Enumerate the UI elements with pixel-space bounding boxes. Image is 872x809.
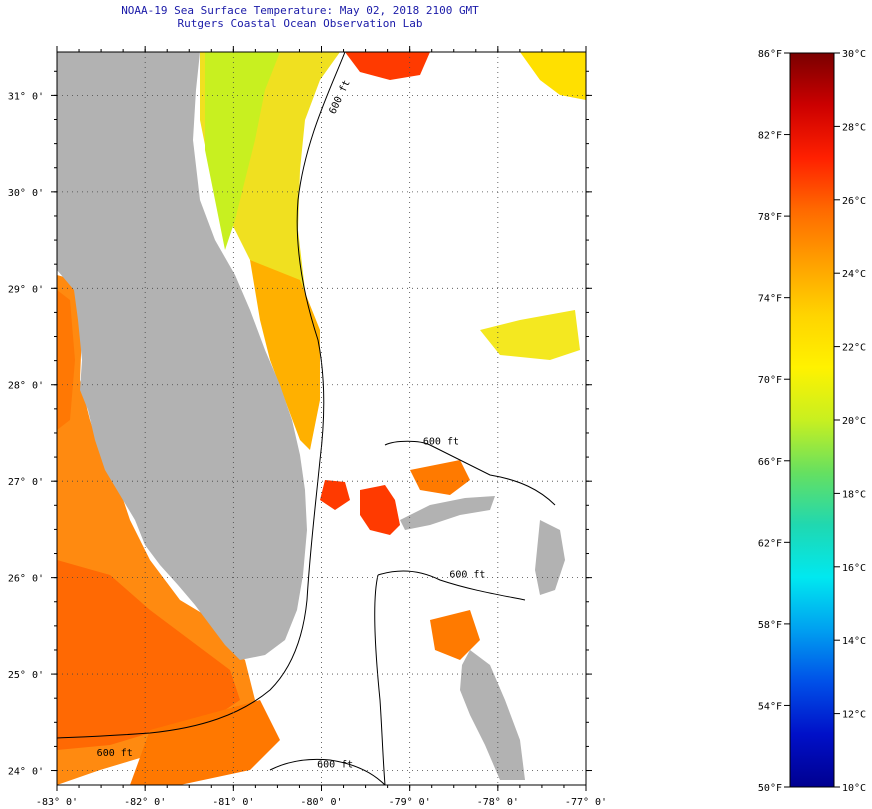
contour-label-1: 600 ft (423, 437, 459, 448)
colorbar-f-label-5: 66°F (758, 457, 782, 468)
colorbar-c-label-2: 26°C (842, 196, 866, 207)
contour-label-4: 600 ft (317, 760, 353, 771)
contour-bahamas-north (384, 440, 556, 506)
colorbar-c-label-8: 14°C (842, 636, 866, 647)
sst-gulf-hot-water (57, 560, 240, 750)
colorbar-f-label-1: 82°F (758, 131, 782, 142)
contour-bahamas-south (374, 570, 526, 785)
contour-600ft (57, 52, 556, 785)
contour-label-2: 600 ft (449, 570, 485, 581)
sst-south-orange-patch (430, 610, 480, 660)
bahamas-abaco (535, 520, 565, 595)
chart-subtitle: Rutgers Coastal Ocean Observation Lab (177, 17, 423, 30)
contour-label-3: 600 ft (97, 748, 133, 759)
chart-title: NOAA-19 Sea Surface Temperature: May 02,… (121, 4, 479, 17)
colorbar (789, 52, 835, 788)
sst-mid-orange-patch (410, 460, 470, 495)
sst-shelf-mid-water (250, 260, 320, 450)
colorbar-f-label-7: 58°F (758, 620, 782, 631)
sst-northeast-yellow-patch (520, 52, 586, 100)
colorbar-c-label-6: 18°C (842, 489, 866, 500)
sst-gulf-warm-patch (57, 290, 75, 430)
longitude-axis-labels: -83° 0' -82° 0' -81° 0' -80° 0' -79° 0' -78° … (36, 797, 607, 808)
contour-cuba-shelf (269, 758, 386, 785)
colorbar-f-label-2: 78°F (758, 212, 782, 223)
lat-label-1: 30° 0' (8, 188, 44, 199)
colorbar-c-label-9: 12°C (842, 710, 866, 721)
lon-label-2: -81° 0' (212, 797, 254, 808)
lat-label-2: 29° 0' (8, 284, 44, 295)
colorbar-f-label-9: 50°F (758, 783, 782, 794)
colorbar-fahrenheit-labels: 86°F 82°F 78°F 74°F 70°F 66°F 62°F 58°F 54°F 50°F (758, 49, 790, 794)
colorbar-f-label-6: 62°F (758, 538, 782, 549)
sst-north-hot-patch (345, 52, 430, 80)
colorbar-c-label-0: 30°C (842, 49, 866, 60)
sst-keys-warm-patch (130, 700, 280, 785)
sst-gulfstream-patch (320, 480, 350, 510)
colorbar-c-label-5: 20°C (842, 416, 866, 427)
colorbar-celsius-labels: 30°C 28°C 26°C 24°C 22°C 20°C 18°C 16°C 14°C 12°C… (834, 49, 866, 794)
colorbar-c-label-1: 28°C (842, 122, 866, 133)
sst-east-yellow-patch (480, 310, 580, 360)
sst-shelf-cold-band (205, 52, 280, 250)
sst-bahamas-hot-patch (360, 485, 400, 535)
lat-label-6: 25° 0' (8, 670, 44, 681)
lon-label-5: -78° 0' (477, 797, 519, 808)
lat-label-7: 24° 0' (8, 767, 44, 778)
lon-label-3: -80° 0' (300, 797, 342, 808)
chart-title-block: NOAA-19 Sea Surface Temperature: May 02,… (0, 4, 600, 30)
contour-east-florida (57, 52, 346, 739)
colorbar-c-label-7: 16°C (842, 563, 866, 574)
plot-frame (56, 51, 587, 786)
latitude-axis-labels: 31° 0' 30° 0' 29° 0' 28° 0' 27° 0' 26° 0' 25° … (8, 91, 44, 777)
colorbar-c-label-4: 22°C (842, 343, 866, 354)
colorbar-f-label-4: 70°F (758, 375, 782, 386)
bahamas-andros (460, 650, 525, 780)
lon-label-4: -79° 0' (389, 797, 431, 808)
lat-label-3: 28° 0' (8, 381, 44, 392)
lon-label-6: -77° 0' (565, 797, 607, 808)
lat-label-0: 31° 0' (8, 91, 44, 102)
bahamas-grand-bahama (400, 496, 495, 530)
lon-label-0: -83° 0' (36, 797, 78, 808)
colorbar-f-label-8: 54°F (758, 701, 782, 712)
lat-label-4: 27° 0' (8, 477, 44, 488)
colorbar-f-label-3: 74°F (758, 294, 782, 305)
colorbar-c-label-10: 10°C (842, 783, 866, 794)
colorbar-c-label-3: 24°C (842, 269, 866, 280)
lon-label-1: -82° 0' (124, 797, 166, 808)
lat-label-5: 26° 0' (8, 574, 44, 585)
florida-land (57, 52, 307, 660)
colorbar-f-label-0: 86°F (758, 49, 782, 60)
